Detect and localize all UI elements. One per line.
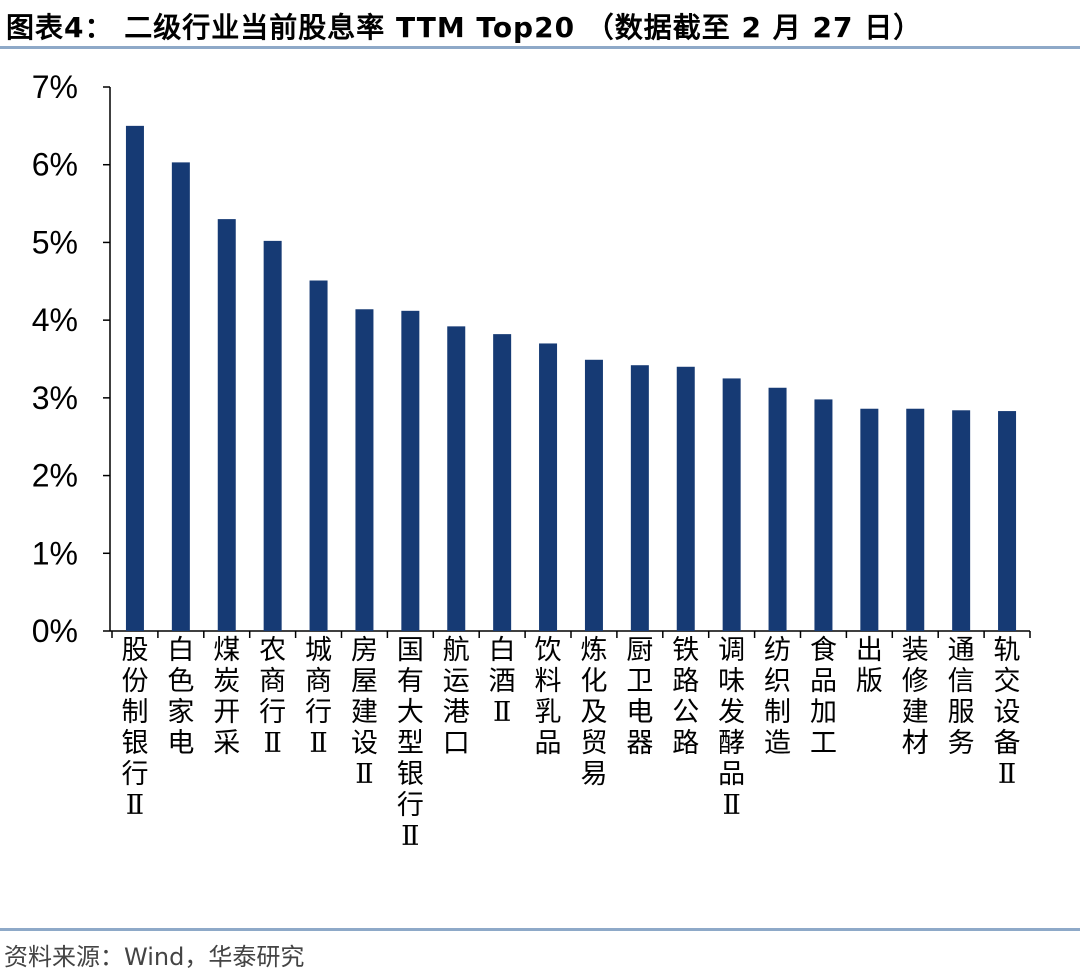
- x-category-label: 食品加工: [810, 635, 837, 759]
- bar: [125, 125, 144, 631]
- bar: [952, 410, 971, 631]
- x-category-label: 房屋建设 Ⅱ: [351, 635, 378, 790]
- bar: [493, 334, 512, 631]
- x-category-label: 农商行 Ⅱ: [259, 635, 286, 759]
- x-category-label: 纺织制造: [764, 635, 791, 759]
- x-category-label: 饮料乳品: [535, 635, 562, 759]
- bar: [906, 408, 925, 631]
- x-category-label: 股份制银行 Ⅱ: [121, 635, 148, 821]
- x-category-label: 轨交设备 Ⅱ: [994, 635, 1021, 790]
- x-category-label: 铁路公路: [672, 635, 699, 759]
- bar: [171, 162, 190, 631]
- bar: [722, 378, 741, 631]
- bar: [998, 411, 1017, 631]
- x-category-label: 国有大型银行 Ⅱ: [397, 635, 424, 852]
- title-divider: [0, 46, 1080, 49]
- x-category-label: 航运港口: [443, 635, 470, 759]
- x-category-label: 白酒 Ⅱ: [489, 635, 516, 728]
- x-category-label: 白色家电: [167, 635, 194, 759]
- x-category-label: 厨卫电器: [626, 635, 653, 759]
- y-tick-label: 3%: [32, 380, 78, 416]
- footer-divider: [0, 928, 1080, 931]
- y-tick-label: 7%: [32, 69, 78, 105]
- bar: [447, 326, 466, 631]
- x-category-label: 城商行 Ⅱ: [305, 635, 332, 759]
- x-category-label: 出版: [856, 635, 883, 697]
- y-tick-label: 1%: [32, 535, 78, 571]
- y-tick-label: 0%: [32, 613, 78, 649]
- x-category-label: 装修建材: [902, 635, 929, 759]
- x-category-label: 通信服务: [948, 635, 975, 759]
- bar: [539, 343, 558, 631]
- x-category-label: 炼化及贸易: [580, 635, 607, 790]
- bar: [584, 359, 603, 631]
- x-category-label: 调味发酵品 Ⅱ: [718, 635, 745, 821]
- source-note: 资料来源：Wind，华泰研究: [4, 943, 305, 971]
- bar: [401, 310, 420, 631]
- bar: [263, 240, 282, 632]
- bar: [217, 219, 236, 631]
- bar: [814, 399, 833, 631]
- bar: [676, 366, 695, 631]
- bar: [860, 408, 879, 631]
- x-category-label: 煤炭开采: [213, 635, 240, 759]
- bar: [355, 309, 374, 631]
- chart-title: 图表4： 二级行业当前股息率 TTM Top20 （数据截至 2 月 27 日）: [6, 11, 923, 44]
- bar: [309, 280, 328, 631]
- bar: [768, 387, 787, 631]
- bar: [630, 365, 649, 631]
- y-tick-label: 5%: [32, 224, 78, 260]
- y-tick-label: 2%: [32, 458, 78, 494]
- y-tick-label: 4%: [32, 302, 78, 338]
- y-tick-label: 6%: [32, 147, 78, 183]
